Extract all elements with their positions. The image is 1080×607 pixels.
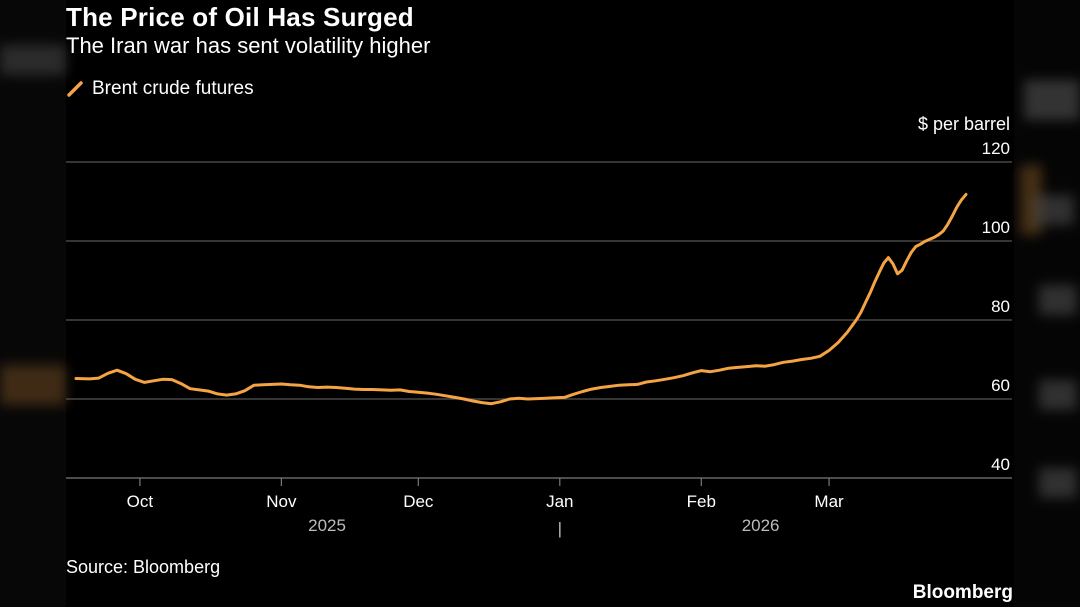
blurred-text-shape [1039,468,1077,498]
gridlines [66,161,1012,400]
y-tick-label-100: 100 [982,218,1010,237]
x-tick-label-nov: Nov [266,492,297,511]
legend-swatch-icon [67,81,83,97]
blurred-text-shape [1039,285,1077,315]
chart-title: The Price of Oil Has Surged [66,2,414,32]
x-tick-label-dec: Dec [403,492,434,511]
blurred-text-shape [0,45,66,75]
y-tick-label-60: 60 [991,376,1010,395]
blurred-text-shape [1039,380,1077,410]
x-tick-label-jan: Jan [546,492,573,511]
x-axis [66,477,1012,486]
legend: Brent crude futures [66,77,254,101]
source-note: Source: Bloomberg [66,557,221,577]
x-tick-label-oct: Oct [127,492,154,511]
x-tick-label-feb: Feb [687,492,716,511]
blurred-line-shape [0,365,66,405]
chart-subtitle: The Iran war has sent volatility higher [66,33,431,58]
year-divider: | [558,519,562,538]
blurred-text-shape [1034,195,1074,225]
brand-logo: Bloomberg [912,582,1013,603]
series-line-brent-crude-futures [74,192,968,406]
y-tick-label-40: 40 [991,455,1010,474]
series-layer [74,192,968,406]
blurred-text-shape [1024,80,1080,120]
year-label-2026: 2026 [742,516,780,535]
right-background-strip [1014,0,1080,607]
year-label-2025: 2025 [308,516,346,535]
y-tick-label-80: 80 [991,297,1010,316]
left-background-strip [0,0,66,607]
x-tick-label-mar: Mar [814,492,844,511]
legend-label: Brent crude futures [92,78,254,99]
y-tick-label-120: 120 [982,139,1010,158]
y-axis-unit-label: $ per barrel [918,114,1010,134]
axis-labels: 40 60 80 100 120 $ per barrel Oct Nov Dec Jan Feb M… [127,114,1010,538]
